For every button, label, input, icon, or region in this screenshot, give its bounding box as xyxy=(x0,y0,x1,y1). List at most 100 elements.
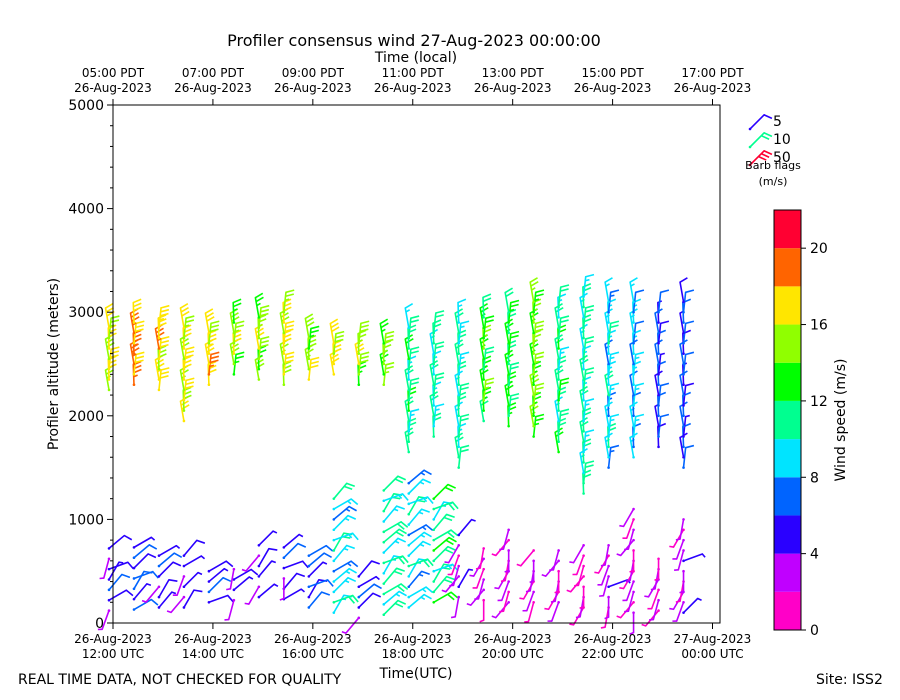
barb-station xyxy=(457,585,461,589)
wind-barb xyxy=(407,496,434,506)
barb-half-feather xyxy=(654,578,659,582)
barb-feather xyxy=(535,320,545,325)
barb-half-feather xyxy=(405,309,411,313)
barb-station xyxy=(182,606,186,609)
barb-half-feather xyxy=(208,343,213,347)
barb-feather xyxy=(205,312,214,318)
wind-barb xyxy=(132,598,159,611)
barb-station xyxy=(682,466,685,469)
barb-station xyxy=(582,481,585,485)
barb-station xyxy=(682,404,685,407)
barb-station xyxy=(157,554,161,557)
barb-column xyxy=(454,298,470,469)
barb-feather xyxy=(297,542,307,548)
barb-station xyxy=(532,590,535,594)
barb-feather xyxy=(184,385,194,390)
barb-station xyxy=(482,347,485,350)
barb-feather xyxy=(510,392,520,397)
wind-barb xyxy=(132,298,142,324)
barb-feather xyxy=(352,532,359,541)
barb-feather xyxy=(685,444,695,449)
barb-station xyxy=(132,331,136,335)
barb-feather xyxy=(268,547,278,551)
barb-feather xyxy=(460,448,469,453)
barb-station xyxy=(632,528,635,532)
wind-barb xyxy=(604,595,610,620)
barb-feather xyxy=(393,570,403,575)
barb-half-feather xyxy=(344,579,350,584)
barb-shaft xyxy=(457,518,473,536)
barb-feather xyxy=(555,431,564,437)
barb-half-feather xyxy=(344,517,350,521)
colorbar-cell xyxy=(774,248,801,287)
wind-barb xyxy=(554,569,560,594)
barb-half-feather xyxy=(516,563,522,567)
barb-station xyxy=(457,424,461,428)
wind-barb xyxy=(132,570,159,580)
barb-column xyxy=(332,482,359,614)
barb-station xyxy=(132,383,136,387)
barb-feather xyxy=(222,577,232,583)
barb-station xyxy=(407,419,411,423)
colorbar-tick-label: 16 xyxy=(810,318,828,334)
barb-feather xyxy=(485,377,495,382)
y-axis: 0 1000 2000 3000 4000 5000 xyxy=(68,98,113,632)
barb-station xyxy=(382,603,386,606)
barb-half-feather xyxy=(209,364,215,368)
barb-half-feather xyxy=(419,543,425,547)
barb-feather xyxy=(150,598,159,606)
barb-half-feather xyxy=(585,278,590,282)
barb-station xyxy=(457,544,461,547)
top-x-tick-label-time: 13:00 PDT xyxy=(482,66,545,80)
barb-station xyxy=(232,373,236,376)
barb-station xyxy=(482,419,485,423)
barb-shaft xyxy=(333,532,345,552)
barb-station xyxy=(157,606,161,609)
barb-station xyxy=(107,557,111,561)
barb-shaft xyxy=(470,589,485,606)
barb-station xyxy=(507,352,510,355)
barb-feather xyxy=(398,590,407,597)
wind-barb xyxy=(454,339,464,366)
barb-feather xyxy=(335,334,344,339)
barb-station xyxy=(407,575,411,578)
barb-feather xyxy=(168,578,178,582)
barb-feather xyxy=(585,460,595,465)
barb-shaft xyxy=(183,589,195,609)
barb-half-feather xyxy=(200,555,206,560)
barb-station xyxy=(457,404,461,407)
wind-barb xyxy=(604,277,613,304)
barb-station xyxy=(457,595,461,599)
barb-feather xyxy=(210,320,220,325)
barb-station xyxy=(207,590,211,594)
barb-station xyxy=(407,481,411,485)
barb-station xyxy=(657,557,660,561)
wind-barb xyxy=(407,524,434,537)
barb-station xyxy=(582,378,585,381)
barb-feather xyxy=(685,351,695,356)
y-tick-label: 5000 xyxy=(68,98,104,114)
barb-half-feather xyxy=(610,294,615,298)
barb-station xyxy=(682,600,685,604)
barb-station xyxy=(432,331,436,335)
barb-station xyxy=(257,316,261,319)
barb-feather xyxy=(460,382,470,387)
barb-station xyxy=(682,310,685,314)
barb-station xyxy=(407,347,411,350)
barb-shaft xyxy=(677,549,685,571)
y-tick-label: 2000 xyxy=(68,409,104,425)
barb-feather xyxy=(110,315,120,319)
barb-half-feather xyxy=(600,626,606,629)
barb-shaft xyxy=(208,576,224,593)
wind-barb xyxy=(332,560,359,573)
barb-feather xyxy=(180,400,189,406)
barb-feather xyxy=(360,320,370,325)
barb-station xyxy=(682,362,685,366)
barb-station xyxy=(532,352,535,355)
barb-shaft xyxy=(133,570,154,580)
barb-station xyxy=(632,445,635,449)
barb-station xyxy=(157,564,161,568)
wind-barb xyxy=(257,547,278,568)
wind-barb xyxy=(672,600,685,622)
barb-station xyxy=(232,321,236,324)
